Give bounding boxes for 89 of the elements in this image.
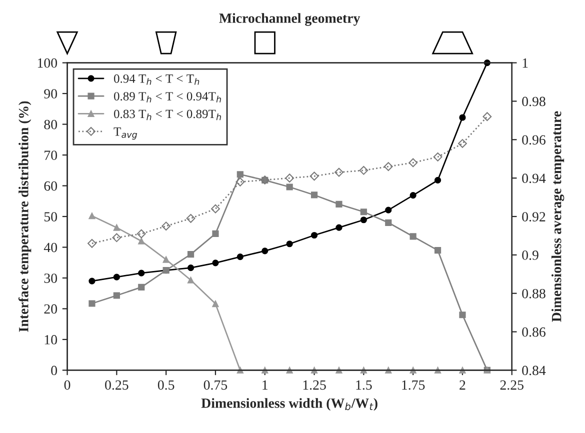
y-tick-label: 20 [44, 304, 58, 314]
x-axis-title: Dimensionless width (W$_{b}$/W$_{t}$) [201, 398, 378, 411]
point [410, 192, 416, 199]
y2-tick-label: 0.84 [522, 366, 546, 376]
y-tick-label: 100 [38, 58, 58, 68]
y-tick-label: 80 [44, 120, 58, 130]
legend-label: 0.89 T$_{h}$ < T < 0.94T$_{h}$ [114, 92, 221, 102]
point [88, 278, 96, 284]
point [212, 260, 219, 266]
point [336, 200, 342, 208]
point [384, 162, 393, 171]
y-tick-label: 60 [44, 181, 58, 191]
point [212, 230, 219, 238]
point [187, 276, 194, 284]
x-tick-label: 0.25 [105, 380, 128, 390]
point [113, 292, 120, 299]
point [88, 238, 96, 248]
chart-title: Microchannel geometry [219, 13, 360, 26]
point [212, 300, 219, 308]
y-tick-label: 10 [44, 335, 58, 344]
point [310, 172, 319, 181]
point [88, 212, 96, 220]
point [459, 114, 466, 121]
y2-tick-label: 0.94 [522, 174, 546, 184]
y2-tick-label: 1 [522, 58, 528, 68]
x-tick-label: 0.5 [158, 380, 174, 390]
x-tick-label: 0 [64, 380, 70, 390]
point [186, 214, 196, 223]
point [236, 177, 245, 186]
point [310, 232, 318, 239]
legend-label: 0.94 T$_{h}$ < T < T$_{h}$ [114, 74, 200, 85]
point [336, 224, 342, 231]
x-tick-label: 1.5 [356, 380, 372, 390]
point [334, 168, 344, 177]
point [310, 192, 318, 198]
point [236, 253, 244, 260]
point [136, 229, 146, 238]
point [434, 247, 442, 254]
x-tick-label: 1.75 [402, 380, 425, 390]
y2-tick-label: 0.86 [522, 327, 546, 337]
point [360, 208, 367, 216]
legend-label: 0.83 T$_{h}$ < T < 0.89T$_{h}$ [114, 110, 221, 120]
legend-label: T$_{avg}$ [114, 128, 138, 140]
y-tick-label: 90 [44, 89, 58, 98]
point [112, 233, 122, 242]
y-tick-label: 50 [44, 212, 58, 222]
y-tick-label: 40 [44, 242, 58, 252]
point [410, 233, 416, 240]
point [459, 312, 466, 318]
y-tick-label: 0 [51, 366, 58, 376]
x-tick-label: 2 [460, 380, 466, 390]
point [211, 204, 220, 214]
y2-tick-label: 0.9 [522, 250, 538, 260]
y-tick-label: 30 [44, 274, 58, 283]
y-axis-title: Interface temperature distribution (%) [18, 101, 32, 332]
point [408, 158, 418, 168]
x-tick-label: 0.75 [204, 380, 228, 390]
y2-tick-label: 0.92 [522, 212, 546, 222]
y2-tick-label: 0.88 [522, 288, 546, 298]
point [482, 112, 492, 122]
point [360, 216, 367, 224]
x-tick-label: 1 [262, 380, 268, 390]
y2-tick-label: 0.96 [522, 135, 546, 145]
point [433, 152, 442, 162]
point [162, 222, 171, 231]
point [286, 240, 293, 248]
point [434, 176, 442, 184]
x-tick-label: 2.25 [500, 380, 524, 390]
point [262, 248, 268, 254]
point [113, 274, 120, 280]
point [162, 256, 170, 263]
point [285, 174, 294, 183]
point [458, 139, 467, 148]
point [286, 184, 293, 190]
point [138, 270, 145, 276]
point [138, 238, 145, 244]
point [236, 171, 244, 178]
y-tick-label: 70 [44, 150, 58, 160]
point [113, 224, 120, 231]
x-tick-label: 1.25 [303, 380, 326, 390]
point [88, 300, 96, 307]
y2-axis-title: Dimensionless average temperature [551, 111, 564, 322]
point [359, 166, 368, 175]
point [138, 284, 145, 291]
y2-tick-label: 0.98 [522, 96, 546, 106]
point [385, 206, 392, 214]
point [385, 219, 392, 226]
point [187, 264, 194, 272]
point [187, 251, 194, 258]
